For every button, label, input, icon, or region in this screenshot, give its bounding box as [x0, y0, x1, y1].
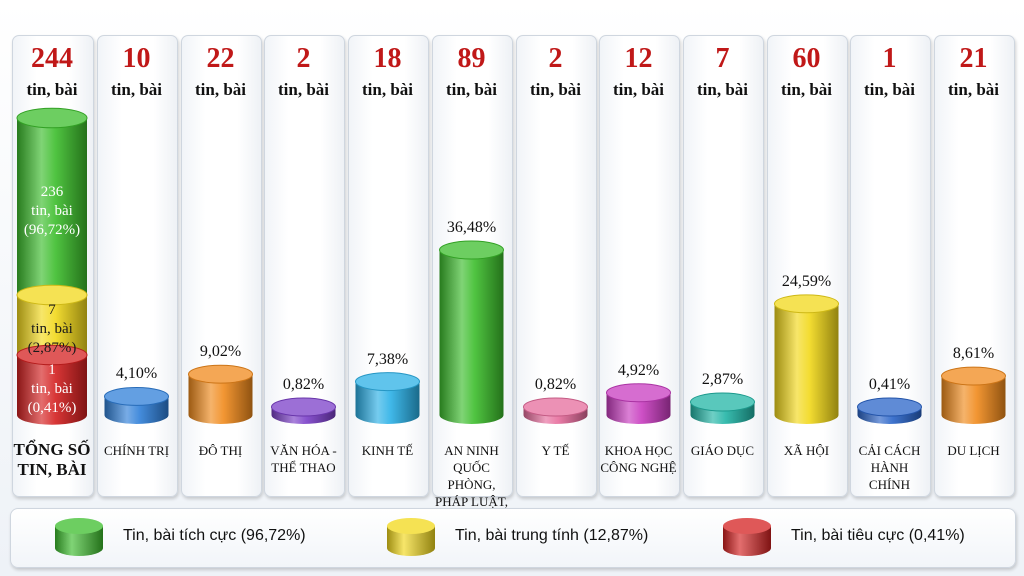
chart-cylinders	[16, 107, 1006, 425]
bar	[606, 383, 671, 424]
legend: Tin, bài tích cực (96,72%) Tin, bài trung…	[10, 508, 1016, 568]
bar-cap	[523, 397, 588, 417]
total-segment-negative	[16, 344, 88, 425]
bar-body	[941, 376, 1006, 424]
legend-label: Tin, bài trung tính (12,87%)	[455, 527, 649, 544]
bar-value-label: 4,92%	[617, 361, 660, 379]
bar-cap	[104, 386, 169, 406]
category-unit: tin, bài	[277, 80, 330, 99]
bar-value-label: 7,38%	[366, 350, 409, 368]
bar-body	[774, 303, 839, 424]
bar-value-label: 4,10%	[115, 365, 158, 383]
bar	[439, 240, 504, 424]
total-segment-label-negative: 1 tin, bài (0,41%)	[27, 362, 77, 416]
category-unit: tin, bài	[612, 80, 665, 99]
category-count: 1	[882, 43, 897, 74]
bar	[857, 397, 922, 424]
bar	[523, 397, 588, 424]
category-unit: tin, bài	[696, 80, 749, 99]
category-unit: tin, bài	[361, 80, 414, 99]
total-segment-label-positive: 236 tin, bài (96,72%)	[23, 183, 81, 238]
bar-value-label: 0,82%	[282, 376, 325, 394]
category-count: 60	[792, 43, 821, 74]
bar-cap	[690, 392, 755, 412]
category-count: 22	[206, 43, 235, 74]
bar	[941, 366, 1006, 424]
total-unit: tin, bài	[26, 80, 78, 99]
bar	[271, 397, 336, 424]
total-segment-negative-cap	[16, 344, 88, 366]
bar-cap	[857, 397, 922, 417]
chart-area: 244 tin, bài TỔNG SỐ TIN, BÀI 236 tin, bài …	[12, 35, 1015, 526]
category-count: 10	[122, 43, 151, 74]
bar-cap	[606, 383, 671, 403]
bar-cap	[774, 294, 839, 314]
total-segment-positive	[16, 107, 88, 305]
category-unit: tin, bài	[445, 80, 498, 99]
bar	[104, 386, 169, 424]
bar	[355, 372, 420, 424]
legend-swatch	[55, 518, 103, 556]
category-unit: tin, bài	[863, 80, 916, 99]
bar-cap	[188, 364, 253, 384]
bar-body	[355, 381, 420, 424]
total-segment-positive-cap	[16, 107, 88, 129]
bar	[188, 364, 253, 424]
category-count: 7	[715, 43, 730, 74]
category-count: 21	[959, 43, 988, 74]
legend-item: Tin, bài tích cực (96,72%)	[51, 509, 351, 567]
category-label: Y TẾ	[541, 443, 570, 458]
category-count: 2	[548, 43, 563, 74]
category-unit: tin, bài	[110, 80, 163, 99]
bar-body	[439, 250, 504, 424]
legend-swatch	[723, 518, 771, 556]
bar-value-label: 0,41%	[868, 376, 911, 394]
bar-body	[188, 374, 253, 424]
category-label: CẢI CÁCH HÀNH CHÍNH	[858, 443, 921, 492]
category-unit: tin, bài	[529, 80, 582, 99]
category-label: VĂN HÓA - THỂ THAO	[270, 443, 337, 475]
category-panel	[181, 35, 262, 497]
total-segment-neutral-cap	[16, 284, 88, 306]
bar-value-label: 2,87%	[701, 371, 744, 389]
bar-value-label: 0,82%	[534, 376, 577, 394]
total-segment-label-neutral: 7 tin, bài (2,87%)	[27, 302, 77, 356]
category-unit: tin, bài	[780, 80, 833, 99]
legend-swatch	[387, 518, 435, 556]
category-label: DU LỊCH	[947, 443, 1000, 458]
total-segment-negative-body	[17, 355, 87, 425]
legend-label: Tin, bài tiêu cực (0,41%)	[791, 527, 965, 544]
bar-value-label: 24,59%	[781, 272, 832, 290]
category-label: XÃ HỘI	[783, 443, 830, 458]
legend-item: Tin, bài trung tính (12,87%)	[383, 509, 683, 567]
total-label: TỔNG SỐ TIN, BÀI	[13, 440, 91, 479]
category-unit: tin, bài	[194, 80, 247, 99]
bar-cap	[941, 366, 1006, 386]
total-segment-positive-body	[17, 118, 87, 305]
legend-label: Tin, bài tích cực (96,72%)	[123, 527, 306, 544]
bar-cap	[355, 372, 420, 392]
bar-value-label: 9,02%	[199, 343, 242, 361]
bar	[774, 294, 839, 424]
bar-cap	[439, 240, 504, 260]
legend-item: Tin, bài tiêu cực (0,41%)	[719, 509, 1019, 567]
bar	[690, 392, 755, 424]
category-count: 18	[373, 43, 402, 74]
bar-value-label: 36,48%	[446, 219, 497, 237]
bar-value-label: 8,61%	[952, 345, 995, 363]
category-count: 89	[457, 43, 486, 74]
total-count: 244	[31, 43, 73, 74]
bar-cap	[271, 397, 336, 417]
category-unit: tin, bài	[947, 80, 1000, 99]
category-count: 12	[624, 43, 653, 74]
category-label: KHOA HỌC CÔNG NGHỆ	[600, 443, 677, 475]
category-count: 2	[296, 43, 311, 74]
category-label: ĐÔ THỊ	[198, 443, 243, 458]
category-label: KINH TẾ	[361, 443, 414, 458]
category-label: GIÁO DỤC	[690, 443, 755, 458]
category-label: CHÍNH TRỊ	[103, 443, 170, 458]
